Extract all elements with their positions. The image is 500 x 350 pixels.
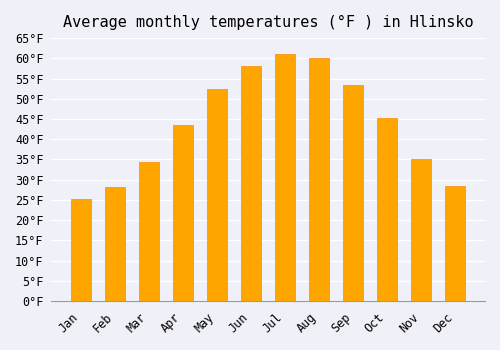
- Bar: [411, 159, 432, 301]
- Bar: [173, 125, 194, 301]
- Bar: [309, 58, 330, 301]
- Bar: [241, 66, 262, 301]
- Bar: [377, 118, 398, 301]
- Bar: [275, 54, 295, 301]
- Bar: [445, 186, 466, 301]
- Bar: [105, 187, 126, 301]
- Bar: [139, 162, 160, 301]
- Bar: [207, 90, 228, 301]
- Title: Average monthly temperatures (°F ) in Hlinsko: Average monthly temperatures (°F ) in Hl…: [63, 15, 474, 30]
- Bar: [71, 199, 92, 301]
- Bar: [343, 85, 363, 301]
